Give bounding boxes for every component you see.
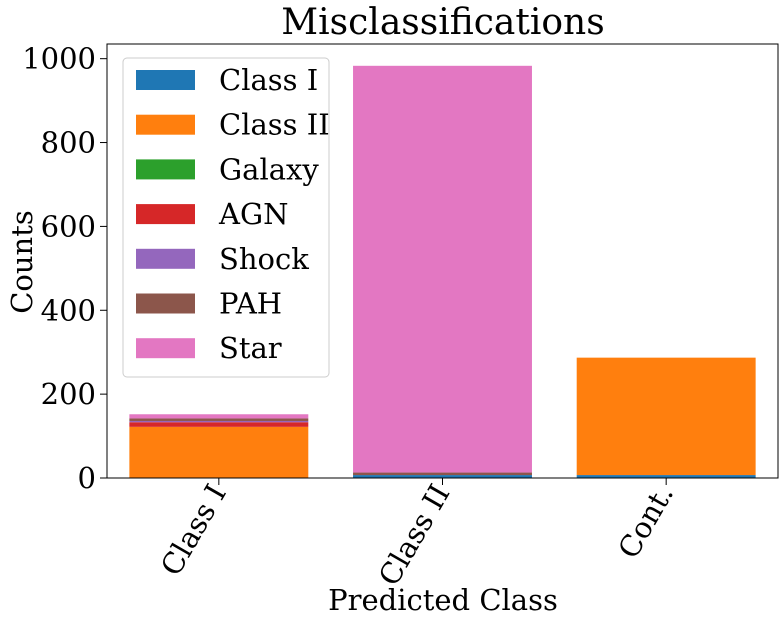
- y-tick-label: 600: [41, 209, 96, 243]
- bar-shock-0: [129, 420, 309, 423]
- x-tick-label: Cont.: [611, 479, 680, 565]
- y-tick-label: 200: [41, 377, 96, 411]
- legend-label: Shock: [219, 242, 309, 276]
- legend-swatch: [136, 114, 195, 135]
- legend-swatch: [136, 70, 195, 90]
- bar-class-ii-0: [129, 426, 309, 478]
- legend-label: Star: [219, 331, 282, 365]
- bar-star-0: [129, 414, 309, 419]
- bar-star-1: [353, 65, 532, 473]
- x-axis-label: Predicted Class: [328, 583, 558, 617]
- legend-swatch: [136, 248, 195, 269]
- legend-label: Class II: [219, 108, 330, 142]
- y-tick-label: 0: [78, 461, 96, 495]
- legend: Class I Class II Galaxy AGN Shock PAH Star: [122, 57, 330, 378]
- legend-swatch: [136, 204, 195, 225]
- bar-pah-1: [353, 472, 532, 476]
- bar-class-ii-2: [576, 357, 756, 476]
- y-tick-label: 400: [41, 293, 96, 327]
- y-tick-label: 1000: [22, 42, 96, 76]
- legend-label: PAH: [219, 287, 282, 321]
- legend-swatch: [136, 159, 195, 180]
- legend-label: AGN: [218, 197, 288, 231]
- bars-group: [129, 65, 756, 478]
- x-tick-label: Class I: [154, 479, 233, 582]
- legend-swatch: [136, 293, 195, 314]
- y-axis-ticks: 0 200 400 600 800 1000: [22, 42, 107, 495]
- bar-class-i-2: [576, 475, 756, 478]
- x-tick-label: Class II: [372, 479, 457, 592]
- y-axis-label: Counts: [5, 210, 39, 314]
- legend-label: Class I: [219, 63, 318, 97]
- legend-swatch: [136, 338, 195, 359]
- y-tick-label: 800: [41, 126, 96, 160]
- x-axis-ticks: Class I Class II Cont.: [154, 478, 680, 591]
- chart-title: Misclassifications: [281, 2, 604, 43]
- bar-agn-0: [129, 422, 309, 427]
- bar-class-i-1: [353, 475, 532, 478]
- bar-pah-0: [129, 418, 309, 421]
- legend-label: Galaxy: [219, 152, 319, 186]
